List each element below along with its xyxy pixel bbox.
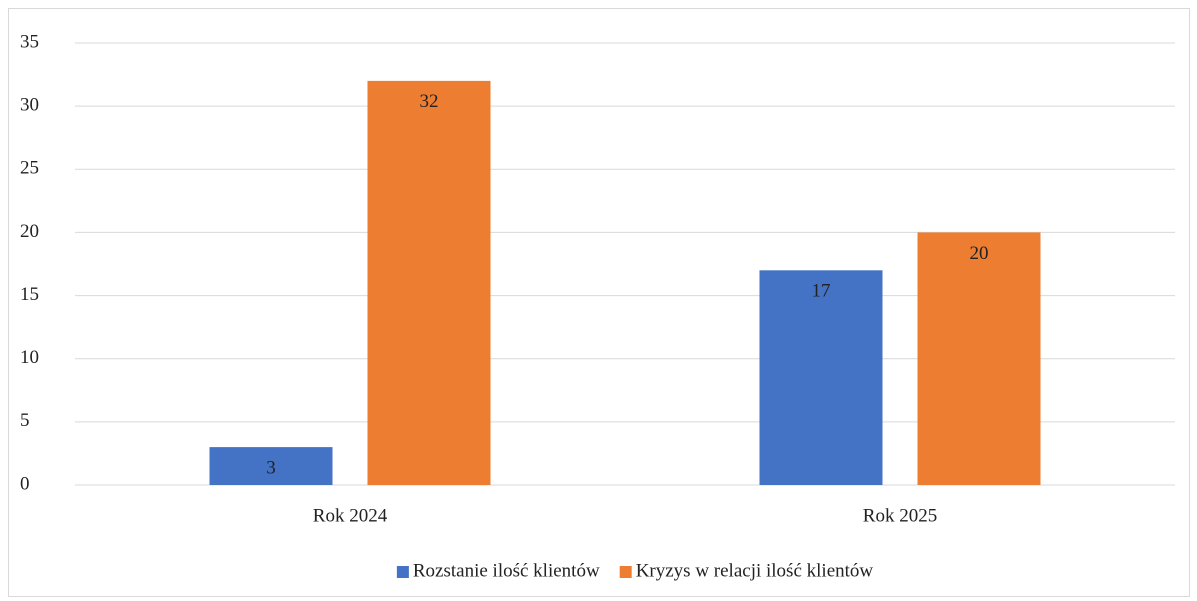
y-tick-label: 30 <box>20 95 39 116</box>
legend-swatch <box>396 566 409 578</box>
x-tick-label: Rok 2024 <box>313 505 388 526</box>
data-label: 20 <box>970 243 989 264</box>
y-tick-label: 25 <box>20 158 39 179</box>
data-label: 3 <box>266 457 276 478</box>
y-tick-label: 35 <box>20 31 39 52</box>
y-tick-label: 15 <box>20 284 39 305</box>
bar <box>917 232 1041 485</box>
legend-label: Rozstanie ilość klientów <box>413 560 600 581</box>
legend-swatch <box>619 566 632 578</box>
data-label: 17 <box>812 281 831 302</box>
y-tick-label: 0 <box>20 473 30 494</box>
bar <box>759 270 883 485</box>
bar <box>209 447 333 485</box>
data-label: 32 <box>420 91 439 112</box>
x-tick-label: Rok 2025 <box>863 505 937 526</box>
y-tick-label: 10 <box>20 347 39 368</box>
y-tick-label: 20 <box>20 221 39 242</box>
y-tick-label: 5 <box>20 410 30 431</box>
bar <box>367 80 491 485</box>
legend-label: Kryzys w relacji ilość klientów <box>636 560 874 581</box>
